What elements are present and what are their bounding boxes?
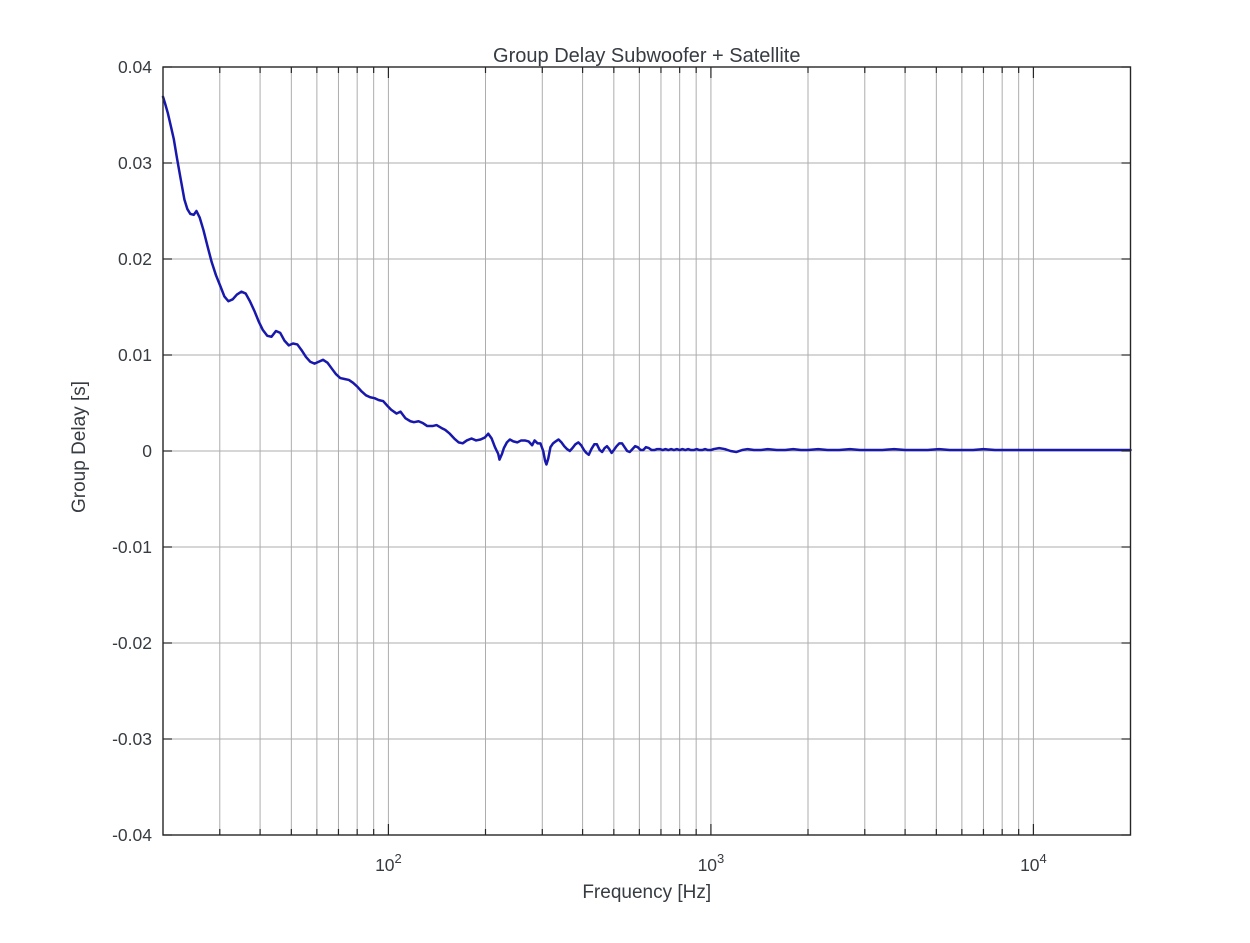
y-tick-label: 0.02 xyxy=(118,249,152,269)
y-tick-label: 0 xyxy=(142,441,152,461)
y-tick-labels: 0.04 0.03 0.02 0.01 0 -0.01 -0.02 -0.03 -0.04 xyxy=(112,57,152,845)
x-tick-label: 104 xyxy=(1020,851,1047,875)
y-tick-label: 0.01 xyxy=(118,345,152,365)
x-tick-label: 102 xyxy=(375,851,402,875)
x-tick-label: 103 xyxy=(698,851,725,875)
y-tick-label: -0.02 xyxy=(112,633,152,653)
y-axis-label: Group Delay [s] xyxy=(69,381,90,513)
y-tick-label: 0.03 xyxy=(118,153,152,173)
y-tick-label: -0.01 xyxy=(112,537,152,557)
chart-title: Group Delay Subwoofer + Satellite xyxy=(493,45,800,67)
y-tick-label: 0.04 xyxy=(118,57,152,77)
y-tick-label: -0.04 xyxy=(112,825,152,845)
x-axis-label: Frequency [Hz] xyxy=(582,882,711,903)
group-delay-curve xyxy=(161,95,1132,466)
y-tick-label: -0.03 xyxy=(112,729,152,749)
grid-lines xyxy=(163,67,1131,835)
x-tick-labels: 102 103 104 xyxy=(375,851,1047,875)
axis-ticks xyxy=(163,66,1131,836)
